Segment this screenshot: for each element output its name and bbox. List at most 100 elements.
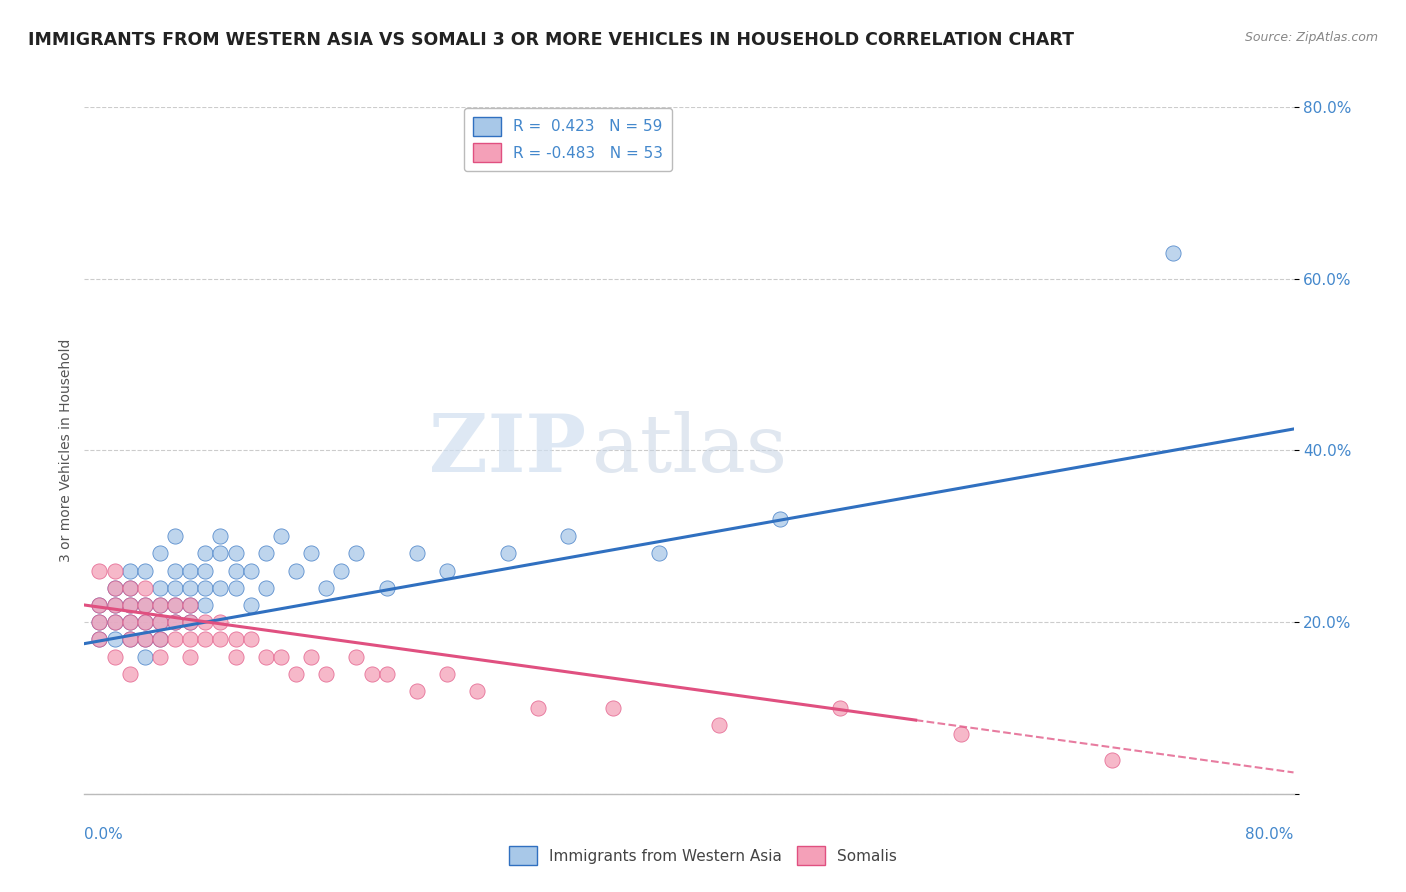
Point <box>104 632 127 647</box>
Point <box>118 564 141 578</box>
Point <box>209 632 232 647</box>
Y-axis label: 3 or more Vehicles in Household: 3 or more Vehicles in Household <box>59 339 73 562</box>
Point <box>1101 752 1123 766</box>
Point <box>375 581 398 595</box>
Point <box>179 581 201 595</box>
Point <box>134 649 156 664</box>
Point <box>769 512 792 526</box>
Point <box>163 581 186 595</box>
Point <box>194 598 217 612</box>
Point <box>194 632 217 647</box>
Point <box>194 546 217 561</box>
Point <box>89 615 111 630</box>
Point <box>346 649 368 664</box>
Point <box>163 564 186 578</box>
Point <box>89 598 111 612</box>
Point <box>163 632 186 647</box>
Point <box>225 632 247 647</box>
Point <box>225 546 247 561</box>
Point <box>134 615 156 630</box>
Point <box>406 683 429 698</box>
Text: Source: ZipAtlas.com: Source: ZipAtlas.com <box>1244 31 1378 45</box>
Point <box>406 546 429 561</box>
Point <box>118 666 141 681</box>
Point <box>149 615 172 630</box>
Point <box>149 632 172 647</box>
Point <box>149 598 172 612</box>
Point <box>346 546 368 561</box>
Point <box>89 615 111 630</box>
Point <box>209 615 232 630</box>
Point <box>179 615 201 630</box>
Point <box>149 615 172 630</box>
Text: atlas: atlas <box>592 411 787 490</box>
Point <box>134 598 156 612</box>
Point <box>315 581 337 595</box>
Legend: R =  0.423   N = 59, R = -0.483   N = 53: R = 0.423 N = 59, R = -0.483 N = 53 <box>464 108 672 171</box>
Point <box>89 564 111 578</box>
Point <box>104 581 127 595</box>
Point <box>118 615 141 630</box>
Point <box>163 598 186 612</box>
Point <box>118 598 141 612</box>
Point <box>104 598 127 612</box>
Point <box>647 546 671 561</box>
Point <box>209 546 232 561</box>
Text: 80.0%: 80.0% <box>1246 827 1294 841</box>
Point <box>1161 246 1184 260</box>
Point <box>209 529 232 543</box>
Text: IMMIGRANTS FROM WESTERN ASIA VS SOMALI 3 OR MORE VEHICLES IN HOUSEHOLD CORRELATI: IMMIGRANTS FROM WESTERN ASIA VS SOMALI 3… <box>28 31 1074 49</box>
Point <box>239 598 262 612</box>
Point <box>149 632 172 647</box>
Point <box>118 581 141 595</box>
Text: 0.0%: 0.0% <box>84 827 124 841</box>
Point <box>209 581 232 595</box>
Point <box>299 649 322 664</box>
Point <box>436 666 458 681</box>
Point <box>149 546 172 561</box>
Point <box>496 546 519 561</box>
Point <box>104 581 127 595</box>
Legend: Immigrants from Western Asia, Somalis: Immigrants from Western Asia, Somalis <box>503 840 903 871</box>
Point <box>118 615 141 630</box>
Point <box>225 564 247 578</box>
Point <box>118 598 141 612</box>
Point <box>179 564 201 578</box>
Point <box>602 701 624 715</box>
Point <box>134 615 156 630</box>
Point <box>134 564 156 578</box>
Point <box>149 581 172 595</box>
Point <box>179 598 201 612</box>
Point <box>557 529 579 543</box>
Point <box>239 564 262 578</box>
Point <box>134 632 156 647</box>
Point <box>284 666 308 681</box>
Point <box>254 546 277 561</box>
Point <box>179 632 201 647</box>
Point <box>284 564 308 578</box>
Point <box>375 666 398 681</box>
Point <box>360 666 382 681</box>
Point <box>526 701 548 715</box>
Point <box>134 581 156 595</box>
Point <box>179 649 201 664</box>
Point <box>89 632 111 647</box>
Point <box>163 529 186 543</box>
Point <box>163 598 186 612</box>
Point <box>467 683 489 698</box>
Point <box>299 546 322 561</box>
Point <box>709 718 731 732</box>
Point <box>254 649 277 664</box>
Point <box>104 615 127 630</box>
Point <box>163 615 186 630</box>
Point <box>104 649 127 664</box>
Point <box>134 598 156 612</box>
Point <box>225 649 247 664</box>
Point <box>194 615 217 630</box>
Point <box>225 581 247 595</box>
Point <box>330 564 353 578</box>
Point <box>254 581 277 595</box>
Point <box>89 632 111 647</box>
Point <box>950 727 973 741</box>
Point <box>270 649 292 664</box>
